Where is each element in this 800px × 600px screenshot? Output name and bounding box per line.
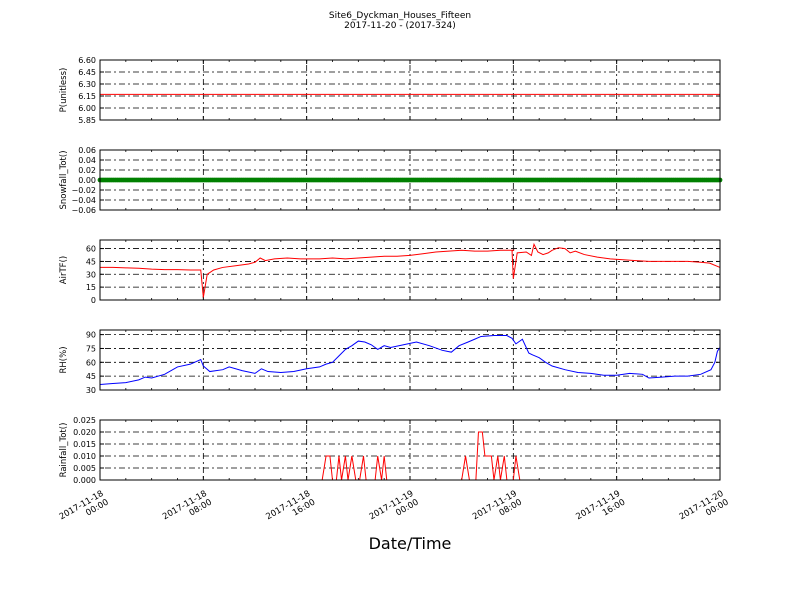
plot-frame bbox=[99, 419, 721, 481]
plot-frame bbox=[99, 239, 721, 301]
y-tick-label: 60 bbox=[86, 358, 96, 367]
y-tick-label: 0.015 bbox=[73, 440, 96, 449]
y-tick-label: 45 bbox=[86, 372, 96, 381]
y-tick-label: 0.020 bbox=[73, 428, 96, 437]
y-tick-label: 0.010 bbox=[73, 452, 96, 461]
chart-title: Site6_Dyckman_Houses_Fifteen bbox=[328, 11, 472, 21]
y-tick-label: 0 bbox=[91, 296, 96, 305]
y-tick-label: 75 bbox=[86, 344, 96, 353]
panel-3: 0 15 30 45 60 AirTF() bbox=[59, 239, 721, 305]
y-tick-label: 30 bbox=[86, 386, 96, 395]
y-tick-label: −0.04 bbox=[71, 196, 96, 205]
panel-1: 5.85 6.00 6.15 6.30 6.45 6.60 P(unitless) bbox=[59, 56, 721, 125]
y-tick-label: 6.00 bbox=[78, 104, 96, 113]
panel-4: 30 45 60 75 90 RH(%) bbox=[59, 329, 721, 395]
y-tick-label: 60 bbox=[86, 245, 96, 254]
plot-frame bbox=[99, 59, 721, 121]
y-tick-label: 0.04 bbox=[78, 156, 96, 165]
y-tick-label: 6.45 bbox=[78, 68, 96, 77]
y-axis-label: P(unitless) bbox=[59, 68, 69, 113]
y-axis-label: Snowfall_Tot() bbox=[59, 150, 69, 209]
y-tick-label: 6.30 bbox=[78, 80, 96, 89]
y-tick-label: 0.000 bbox=[73, 476, 96, 485]
y-axis-label: RH(%) bbox=[59, 346, 69, 373]
y-tick-label: −0.06 bbox=[71, 206, 96, 215]
y-tick-label: 0.025 bbox=[73, 416, 96, 425]
y-tick-label: −0.02 bbox=[71, 186, 96, 195]
y-tick-label: 6.60 bbox=[78, 56, 96, 65]
y-axis-label: Rainfall_Tot() bbox=[59, 423, 69, 478]
plot-frame bbox=[99, 149, 721, 211]
y-tick-label: 0.02 bbox=[78, 166, 96, 175]
plot-frame bbox=[99, 329, 721, 391]
x-axis-label: Date/Time bbox=[368, 534, 452, 553]
y-tick-label: 6.15 bbox=[78, 92, 96, 101]
panel-5: 0.000 0.005 0.010 0.015 0.020 0.025 Rainfall_T… bbox=[59, 416, 721, 485]
y-tick-label: 90 bbox=[86, 331, 96, 340]
panel-2: −0.06−0.04−0.020.000.020.040.06 Snowfall_… bbox=[59, 146, 723, 215]
y-tick-label: 30 bbox=[86, 270, 96, 279]
y-tick-label: 5.85 bbox=[78, 116, 96, 125]
y-tick-label: 45 bbox=[86, 257, 96, 266]
series-line bbox=[99, 335, 721, 385]
series-line bbox=[100, 242, 721, 298]
y-tick-label: 0.06 bbox=[78, 146, 96, 155]
y-axis-label: AirTF() bbox=[59, 256, 69, 284]
y-tick-label: 0.00 bbox=[78, 176, 96, 185]
chart-subtitle: 2017-11-20 - (2017-324) bbox=[344, 21, 456, 31]
y-tick-label: 0.005 bbox=[73, 464, 96, 473]
y-tick-label: 15 bbox=[86, 283, 96, 292]
